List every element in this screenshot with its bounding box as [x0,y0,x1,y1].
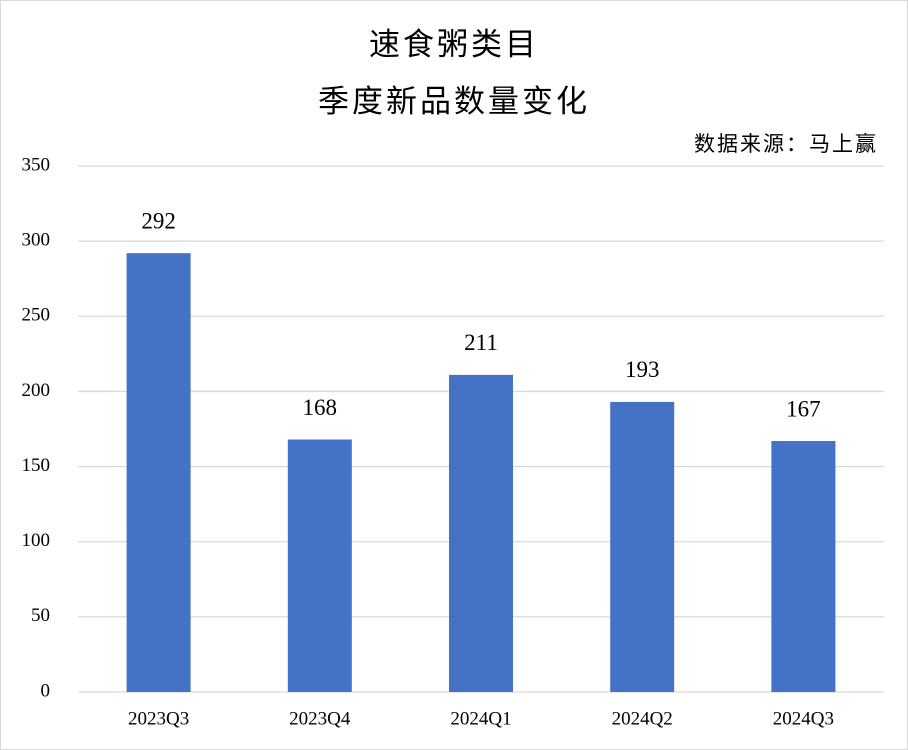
x-tick-label: 2024Q1 [450,708,511,729]
x-tick-label: 2023Q3 [128,708,189,729]
data-label: 292 [141,208,176,233]
data-label: 167 [786,396,821,421]
data-label: 168 [303,395,338,420]
y-tick-label: 100 [22,530,51,551]
chart-title: 季度新品数量变化 [318,84,590,119]
bar [771,441,836,692]
y-tick-label: 150 [22,455,51,476]
y-tick-label: 350 [22,154,51,175]
y-tick-label: 0 [41,680,51,701]
bar [449,374,513,692]
y-tick-label: 300 [22,230,51,251]
source-note: 数据来源：马上赢 [694,132,878,156]
x-tick-label: 2024Q2 [612,708,673,729]
chart-title: 速食粥类目 [369,27,539,62]
data-label: 193 [625,357,660,382]
bar [126,253,191,692]
x-tick-label: 2024Q3 [773,708,834,729]
data-label: 211 [464,330,498,355]
bar [610,401,675,692]
y-tick-label: 50 [31,605,50,626]
bar [287,439,352,692]
y-tick-label: 200 [22,380,51,401]
x-tick-label: 2023Q4 [289,708,351,729]
y-tick-label: 250 [22,305,51,326]
